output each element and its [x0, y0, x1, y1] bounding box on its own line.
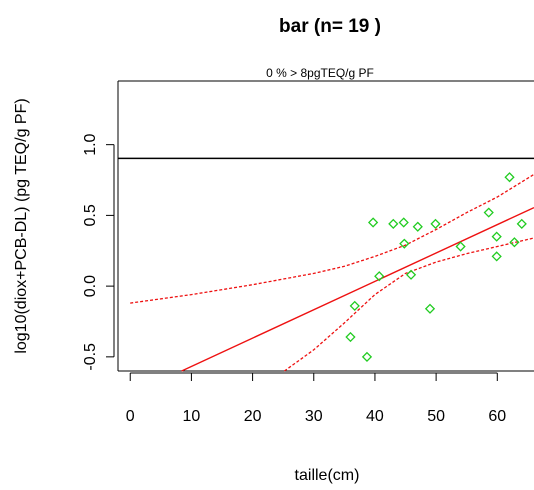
chart-title: bar (n= 19 ) — [279, 16, 381, 37]
y-axis: -0.5 0.0 0.5 1.0 — [82, 133, 115, 371]
data-point-6 — [388, 218, 399, 229]
chart-marks — [118, 157, 534, 372]
data-point-7 — [398, 217, 409, 228]
data-point-3 — [361, 351, 373, 362]
data-point-2 — [349, 300, 360, 312]
data-point-16 — [491, 251, 502, 262]
regression-line — [181, 206, 534, 372]
data-point-18 — [509, 237, 520, 248]
confidence-band-upper — [130, 173, 534, 304]
chart-subtitle: 0 % > 8pgTEQ/g PF — [266, 66, 374, 80]
data-point-12 — [430, 218, 441, 229]
plot-area — [117, 80, 534, 372]
data-point-9 — [405, 269, 417, 280]
x-tick-label-50: 50 — [427, 408, 445, 425]
data-point-19 — [516, 218, 527, 229]
data-point-17 — [504, 172, 515, 183]
y-axis-label: log10(diox+PCB-DL) (pg TEQ/g PF) — [13, 98, 30, 353]
x-tick-label-60: 60 — [488, 408, 506, 425]
y-tick-label-2: 0.5 — [82, 204, 99, 226]
y-tick-label-1: 0.0 — [82, 275, 99, 297]
x-axis: 0 10 20 30 40 50 60 — [126, 372, 506, 425]
x-tick-label-0: 0 — [126, 408, 135, 425]
x-tick-label-30: 30 — [305, 408, 323, 425]
x-tick-label-20: 20 — [244, 408, 262, 425]
data-point-10 — [412, 221, 423, 232]
data-point-8 — [399, 238, 410, 249]
y-tick-label-3: 1.0 — [82, 133, 99, 155]
x-axis-label: taille(cm) — [295, 467, 360, 484]
x-tick-label-10: 10 — [183, 408, 201, 425]
confidence-band-lower — [284, 237, 534, 372]
data-point-14 — [483, 207, 494, 218]
data-point-5 — [374, 271, 385, 282]
data-point-15 — [491, 231, 502, 242]
data-point-13 — [455, 241, 466, 252]
data-point-11 — [424, 303, 436, 314]
y-tick-label-0: -0.5 — [82, 343, 99, 371]
data-point-1 — [345, 331, 356, 343]
x-tick-label-40: 40 — [366, 408, 384, 425]
data-point-4 — [367, 217, 379, 228]
